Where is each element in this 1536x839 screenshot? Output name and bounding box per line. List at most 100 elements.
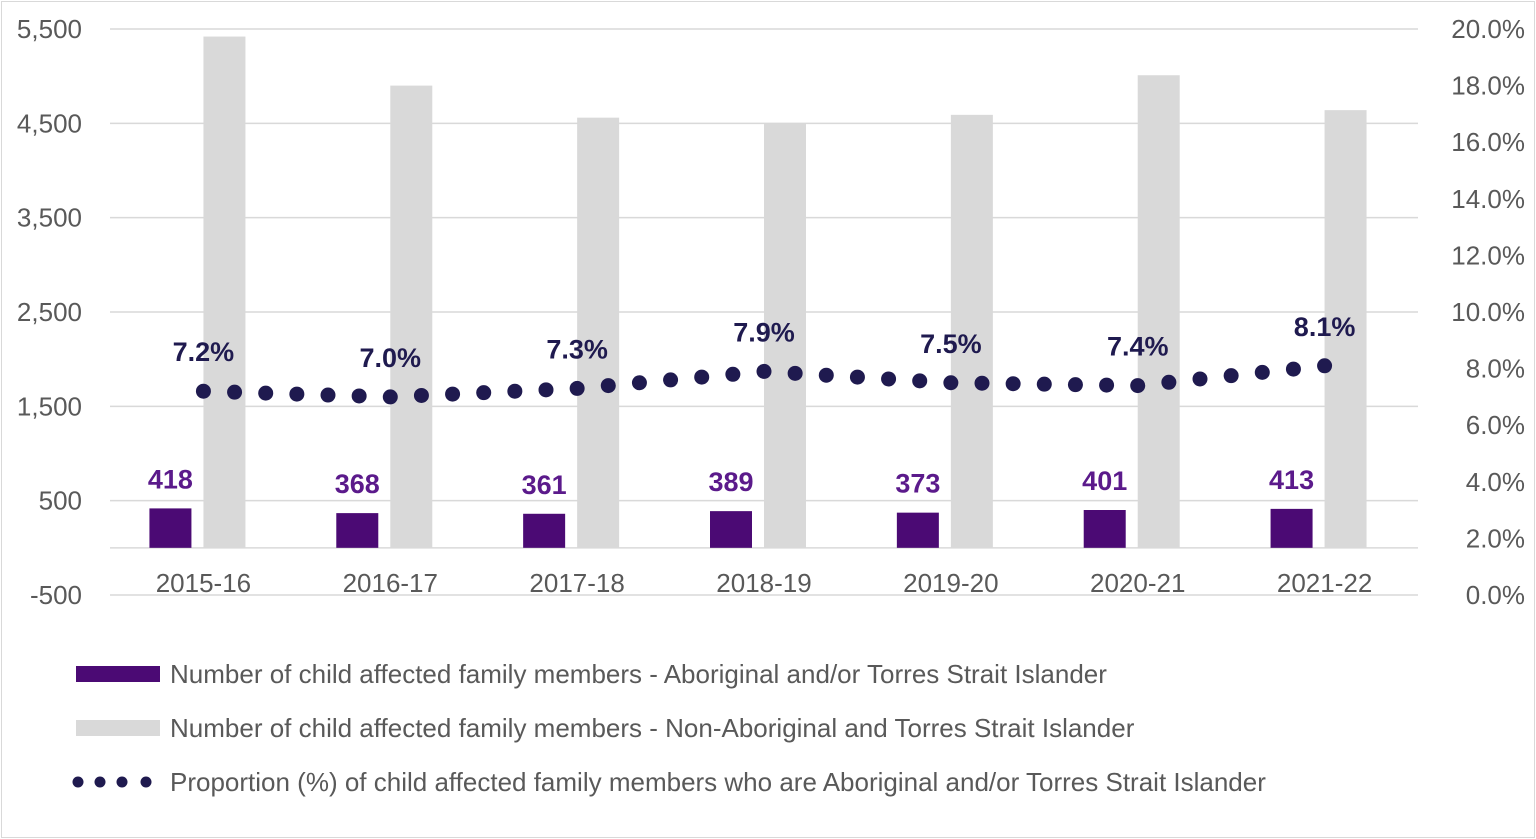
line-dot xyxy=(476,385,492,401)
line-dot xyxy=(1036,376,1052,392)
right-tick-label: 2.0% xyxy=(1466,523,1525,553)
x-category-label: 2016-17 xyxy=(343,568,438,598)
x-category-label: 2021-22 xyxy=(1277,568,1372,598)
bar-aboriginal xyxy=(149,508,192,548)
line-dot xyxy=(289,386,305,402)
line-dot xyxy=(818,367,834,383)
line-dot xyxy=(1161,374,1177,390)
bar-value-label: 368 xyxy=(335,469,380,499)
line-point xyxy=(382,389,398,405)
bar-non-aboriginal xyxy=(950,114,993,548)
proportion-value-label: 7.2% xyxy=(173,337,235,367)
line-dot xyxy=(1099,377,1115,393)
legend-label-proportion: Proportion (%) of child affected family … xyxy=(170,767,1266,797)
line-dot xyxy=(1254,364,1270,380)
aboriginal-bars xyxy=(149,508,1313,548)
legend-swatch-proportion xyxy=(72,776,152,788)
non-aboriginal-bars xyxy=(203,36,1367,548)
line-dot xyxy=(694,369,710,385)
x-category-label: 2017-18 xyxy=(529,568,624,598)
bar-value-label: 413 xyxy=(1269,465,1314,495)
right-tick-label: 6.0% xyxy=(1466,410,1525,440)
right-tick-label: 18.0% xyxy=(1451,71,1525,101)
proportion-value-labels: 7.2% 7.0% 7.3% 7.9% 7.5% 7.4% 8.1% xyxy=(173,312,1356,373)
line-dot xyxy=(1223,368,1239,384)
right-tick-label: 4.0% xyxy=(1466,467,1525,497)
legend-label-non-aboriginal: Number of child affected family members … xyxy=(170,713,1135,743)
legend-item-aboriginal: Number of child affected family members … xyxy=(76,659,1107,689)
line-dot xyxy=(881,371,897,387)
bar-aboriginal xyxy=(1083,510,1126,548)
line-dot xyxy=(974,375,990,391)
line-dot xyxy=(631,375,647,391)
line-dot xyxy=(787,365,803,381)
line-dot xyxy=(912,373,928,389)
bar-non-aboriginal xyxy=(1137,75,1180,548)
line-dot xyxy=(227,384,243,400)
line-point xyxy=(756,363,772,379)
bar-aboriginal xyxy=(1270,508,1313,548)
x-category-label: 2019-20 xyxy=(903,568,998,598)
left-axis-tick-labels: -500 500 1,500 2,500 3,500 4,500 5,500 xyxy=(17,14,82,610)
x-category-label: 2018-19 xyxy=(716,568,811,598)
line-dot xyxy=(1192,371,1208,387)
proportion-value-label: 7.3% xyxy=(546,334,608,364)
right-tick-label: 20.0% xyxy=(1451,14,1525,44)
left-tick-label: -500 xyxy=(30,580,82,610)
line-dot xyxy=(1067,377,1083,393)
proportion-value-label: 7.5% xyxy=(920,329,982,359)
legend-dot xyxy=(140,776,152,788)
proportion-dotted-line xyxy=(195,358,1333,405)
right-tick-label: 0.0% xyxy=(1466,580,1525,610)
proportion-value-label: 8.1% xyxy=(1294,312,1356,342)
x-category-label: 2015-16 xyxy=(156,568,251,598)
bar-non-aboriginal xyxy=(577,117,620,548)
line-dot xyxy=(1005,376,1021,392)
bar-aboriginal xyxy=(896,512,939,548)
line-point xyxy=(1130,378,1146,394)
bar-non-aboriginal xyxy=(390,85,433,548)
legend-dot xyxy=(116,776,128,788)
legend: Number of child affected family members … xyxy=(72,659,1266,797)
right-tick-label: 10.0% xyxy=(1451,297,1525,327)
legend-label-aboriginal: Number of child affected family members … xyxy=(170,659,1107,689)
right-tick-label: 16.0% xyxy=(1451,127,1525,157)
line-dot xyxy=(849,369,865,385)
right-tick-label: 8.0% xyxy=(1466,354,1525,384)
left-tick-label: 5,500 xyxy=(17,14,82,44)
line-point xyxy=(569,380,585,396)
bar-non-aboriginal xyxy=(203,36,246,548)
bar-value-label: 373 xyxy=(895,469,940,499)
bar-aboriginal xyxy=(523,513,566,548)
right-tick-label: 12.0% xyxy=(1451,240,1525,270)
left-tick-label: 4,500 xyxy=(17,108,82,138)
x-axis-category-labels: 2015-16 2016-17 2017-18 2018-19 2019-20 2020-… xyxy=(156,568,1373,598)
legend-item-proportion: Proportion (%) of child affected family … xyxy=(72,767,1266,797)
bar-non-aboriginal xyxy=(1324,110,1367,548)
legend-swatch-non-aboriginal xyxy=(76,720,160,736)
line-dot xyxy=(445,386,461,402)
proportion-value-label: 7.9% xyxy=(733,317,795,347)
legend-dot xyxy=(94,776,106,788)
bar-value-label: 401 xyxy=(1082,466,1127,496)
line-dot xyxy=(351,388,367,404)
line-dot xyxy=(320,387,336,403)
line-dot xyxy=(725,366,741,382)
bar-value-label: 389 xyxy=(708,467,753,497)
bar-aboriginal xyxy=(710,511,752,548)
line-dot xyxy=(538,382,554,398)
bar-non-aboriginal xyxy=(764,123,806,548)
right-axis-tick-labels: 0.0% 2.0% 4.0% 6.0% 8.0% 10.0% 12.0% 14.0% 16.0%… xyxy=(1451,14,1525,610)
line-dot xyxy=(413,387,429,403)
line-point xyxy=(1317,358,1333,374)
left-tick-label: 1,500 xyxy=(17,391,82,421)
line-point xyxy=(943,375,959,391)
left-tick-label: 3,500 xyxy=(17,203,82,233)
line-dot xyxy=(258,385,274,401)
line-dot xyxy=(663,372,679,388)
bar-value-label: 418 xyxy=(148,464,193,494)
left-tick-label: 2,500 xyxy=(17,297,82,327)
right-tick-label: 14.0% xyxy=(1451,184,1525,214)
bar-aboriginal xyxy=(336,513,379,548)
